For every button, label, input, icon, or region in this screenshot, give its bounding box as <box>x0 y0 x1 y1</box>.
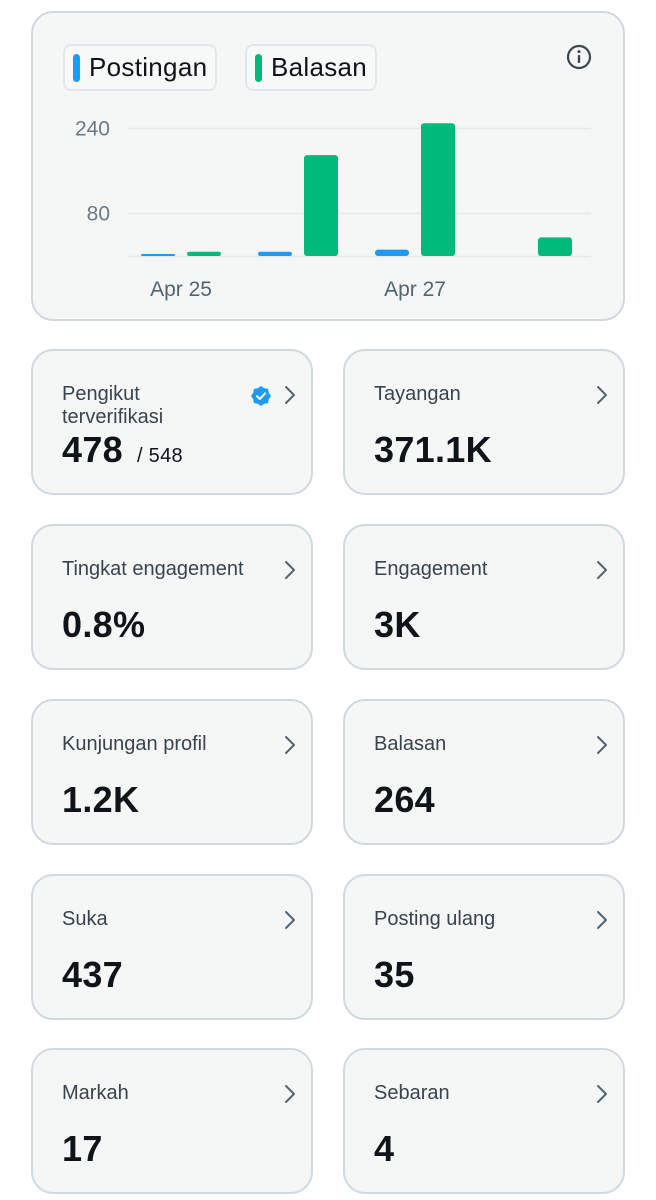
stat-card-pengikut-terverifikasi[interactable]: Pengikut terverifikasi 478 / 548 <box>31 349 313 495</box>
bar-balasan-apr-25[interactable] <box>187 251 221 256</box>
stat-value: 17 <box>62 1128 103 1169</box>
stat-value-wrap: 437 <box>62 954 123 996</box>
stat-value: 3K <box>374 604 421 645</box>
legend-replies-toggle[interactable]: Balasan <box>245 44 378 91</box>
stat-value: 478 <box>62 429 123 470</box>
stat-subvalue: / 548 <box>136 445 183 467</box>
stat-value: 264 <box>374 779 435 820</box>
stat-card-tayangan[interactable]: Tayangan 371.1K <box>343 349 625 495</box>
chevron-right-icon <box>285 911 295 929</box>
legend-posts-toggle[interactable]: Postingan <box>63 44 218 91</box>
stat-card-markah[interactable]: Markah 17 <box>31 1048 313 1194</box>
chevron-right-icon <box>597 561 607 579</box>
stat-value-wrap: 478 / 548 <box>62 429 183 471</box>
stat-card-tingkat-engagement[interactable]: Tingkat engagement 0.8% <box>31 524 313 670</box>
chevron-right-icon <box>285 736 295 754</box>
activity-chart-card: Postingan Balasan 80 240 Apr 25 Apr 27 <box>31 11 625 321</box>
stat-card-engagement[interactable]: Engagement 3K <box>343 524 625 670</box>
chevron-right-icon <box>597 386 607 404</box>
stat-value-wrap: 3K <box>374 604 421 646</box>
y-tick-label: 80 <box>87 203 110 226</box>
stat-value: 1.2K <box>62 779 140 820</box>
legend-posts-swatch <box>73 53 80 82</box>
stat-label: Balasan <box>374 733 447 755</box>
stat-value-wrap: 264 <box>374 779 435 821</box>
stat-value: 437 <box>62 954 123 995</box>
bar-balasan-apr-26[interactable] <box>304 155 338 256</box>
stat-value: 4 <box>374 1128 395 1169</box>
stat-label: Sebaran <box>374 1082 450 1104</box>
stat-card-kunjungan-profil[interactable]: Kunjungan profil 1.2K <box>31 699 313 845</box>
bar-postingan-apr-26[interactable] <box>258 251 292 256</box>
chevron-right-icon <box>285 561 295 579</box>
stat-label: Tayangan <box>374 383 461 405</box>
info-circle-icon[interactable] <box>566 44 592 70</box>
bar-postingan-apr-27[interactable] <box>375 249 409 256</box>
stat-card-balasan[interactable]: Balasan 264 <box>343 699 625 845</box>
chevron-right-icon <box>285 386 295 404</box>
verified-badge-icon <box>251 386 271 406</box>
y-tick-label: 240 <box>75 118 110 141</box>
bar-chart: 80 240 Apr 25 Apr 27 <box>75 118 591 301</box>
chevron-right-icon <box>597 911 607 929</box>
stat-card-sebaran[interactable]: Sebaran 4 <box>343 1048 625 1194</box>
stat-value-wrap: 17 <box>62 1128 103 1170</box>
stat-value-wrap: 371.1K <box>374 429 492 471</box>
stat-label: Pengikut terverifikasi <box>62 383 164 428</box>
bar-balasan-apr-28[interactable] <box>538 237 572 256</box>
stat-label: Markah <box>62 1082 129 1104</box>
chevron-right-icon <box>597 736 607 754</box>
stat-value: 0.8% <box>62 604 146 645</box>
legend-replies-swatch <box>255 53 262 82</box>
stat-value-wrap: 35 <box>374 954 415 996</box>
x-tick-label: Apr 25 <box>150 278 212 301</box>
stat-value: 371.1K <box>374 429 492 470</box>
stat-label: Suka <box>62 908 108 930</box>
legend-replies-label: Balasan <box>271 52 368 82</box>
stat-value-wrap: 0.8% <box>62 604 145 646</box>
stat-value: 35 <box>374 954 415 995</box>
stat-label: Tingkat engagement <box>62 558 244 580</box>
stat-value-wrap: 1.2K <box>62 779 139 821</box>
stat-card-posting-ulang[interactable]: Posting ulang 35 <box>343 874 625 1020</box>
chevron-right-icon <box>285 1085 295 1103</box>
chevron-right-icon <box>597 1085 607 1103</box>
bar-balasan-apr-27[interactable] <box>421 123 455 256</box>
bar-postingan-apr-25[interactable] <box>141 254 175 256</box>
stat-value-wrap: 4 <box>374 1128 394 1170</box>
stat-label: Kunjungan profil <box>62 733 207 755</box>
x-tick-label: Apr 27 <box>384 278 446 301</box>
stat-label: Engagement <box>374 558 488 580</box>
stat-card-suka[interactable]: Suka 437 <box>31 874 313 1020</box>
stat-label: Posting ulang <box>374 908 496 930</box>
legend-posts-label: Postingan <box>89 52 208 82</box>
